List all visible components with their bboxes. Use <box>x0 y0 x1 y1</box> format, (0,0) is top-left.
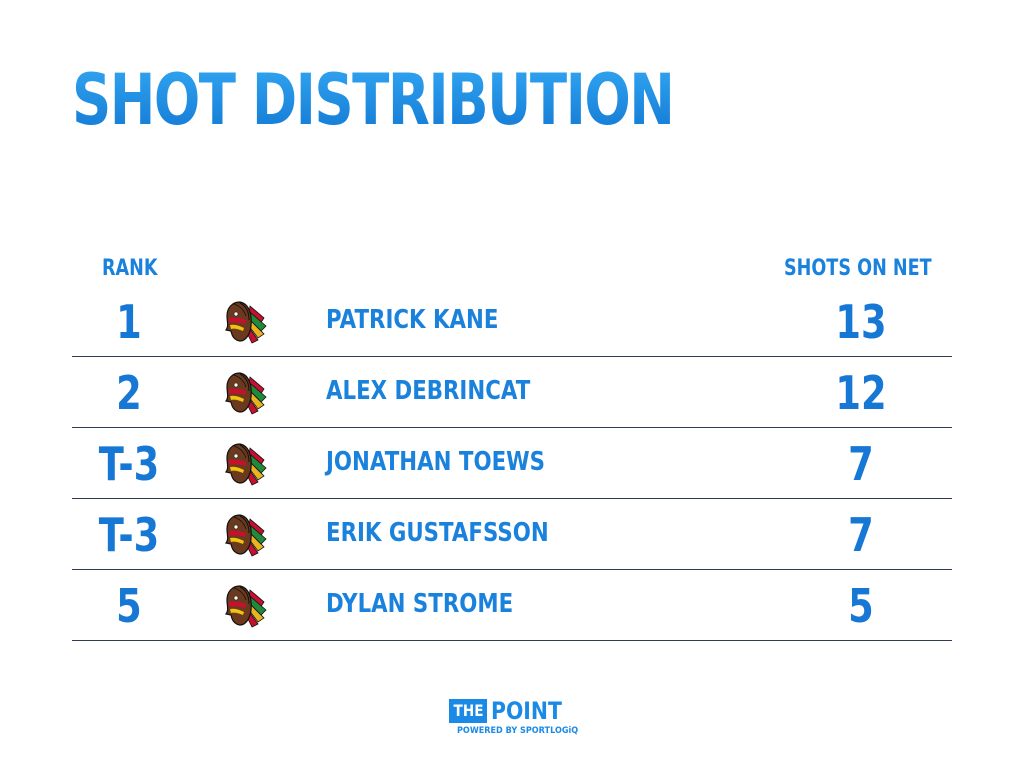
player-name: ERIK GUSTAFSSON <box>326 518 549 548</box>
player-name: JONATHAN TOEWS <box>326 447 546 477</box>
the-point-brand-logo: THE POINT POWERED BY SPORTLOGiQ <box>449 697 579 741</box>
shots-value: 12 <box>835 366 887 420</box>
blackhawks-logo-icon <box>220 440 270 486</box>
player-name: PATRICK KANE <box>326 305 499 335</box>
rank-value: 2 <box>116 366 142 420</box>
shots-column-header: SHOTS ON NET <box>784 256 932 281</box>
brand-powered-by-text: POWERED BY SPORTLOGiQ <box>457 726 579 736</box>
brand-badge <box>449 699 487 723</box>
blackhawks-logo-icon <box>220 298 270 344</box>
table-row: T-3 ERIK GUSTAFSSON 7 <box>72 499 952 570</box>
rank-column-header: RANK <box>102 256 158 281</box>
shot-table: 1 PATRICK KANE 13 2 ALEX DEBRINCAT 12 T-… <box>72 286 952 641</box>
brand-point-text: POINT <box>491 697 562 725</box>
table-row: T-3 JONATHAN TOEWS 7 <box>72 428 952 499</box>
blackhawks-logo-icon <box>220 582 270 628</box>
shots-value: 13 <box>835 295 887 349</box>
rank-value: 5 <box>116 579 142 633</box>
rank-value: 1 <box>116 295 142 349</box>
table-row: 2 ALEX DEBRINCAT 12 <box>72 357 952 428</box>
player-name: DYLAN STROME <box>326 589 514 619</box>
shots-value: 5 <box>848 579 874 633</box>
rank-value: T-3 <box>98 437 160 491</box>
shots-value: 7 <box>848 508 874 562</box>
shots-value: 7 <box>848 437 874 491</box>
blackhawks-logo-icon <box>220 369 270 415</box>
player-name: ALEX DEBRINCAT <box>326 376 531 406</box>
brand-the-text: THE <box>453 701 484 720</box>
rank-value: T-3 <box>98 508 160 562</box>
table-row: 1 PATRICK KANE 13 <box>72 286 952 357</box>
blackhawks-logo-icon <box>220 511 270 557</box>
table-row: 5 DYLAN STROME 5 <box>72 570 952 641</box>
page-title: SHOT DISTRIBUTION <box>72 59 675 141</box>
